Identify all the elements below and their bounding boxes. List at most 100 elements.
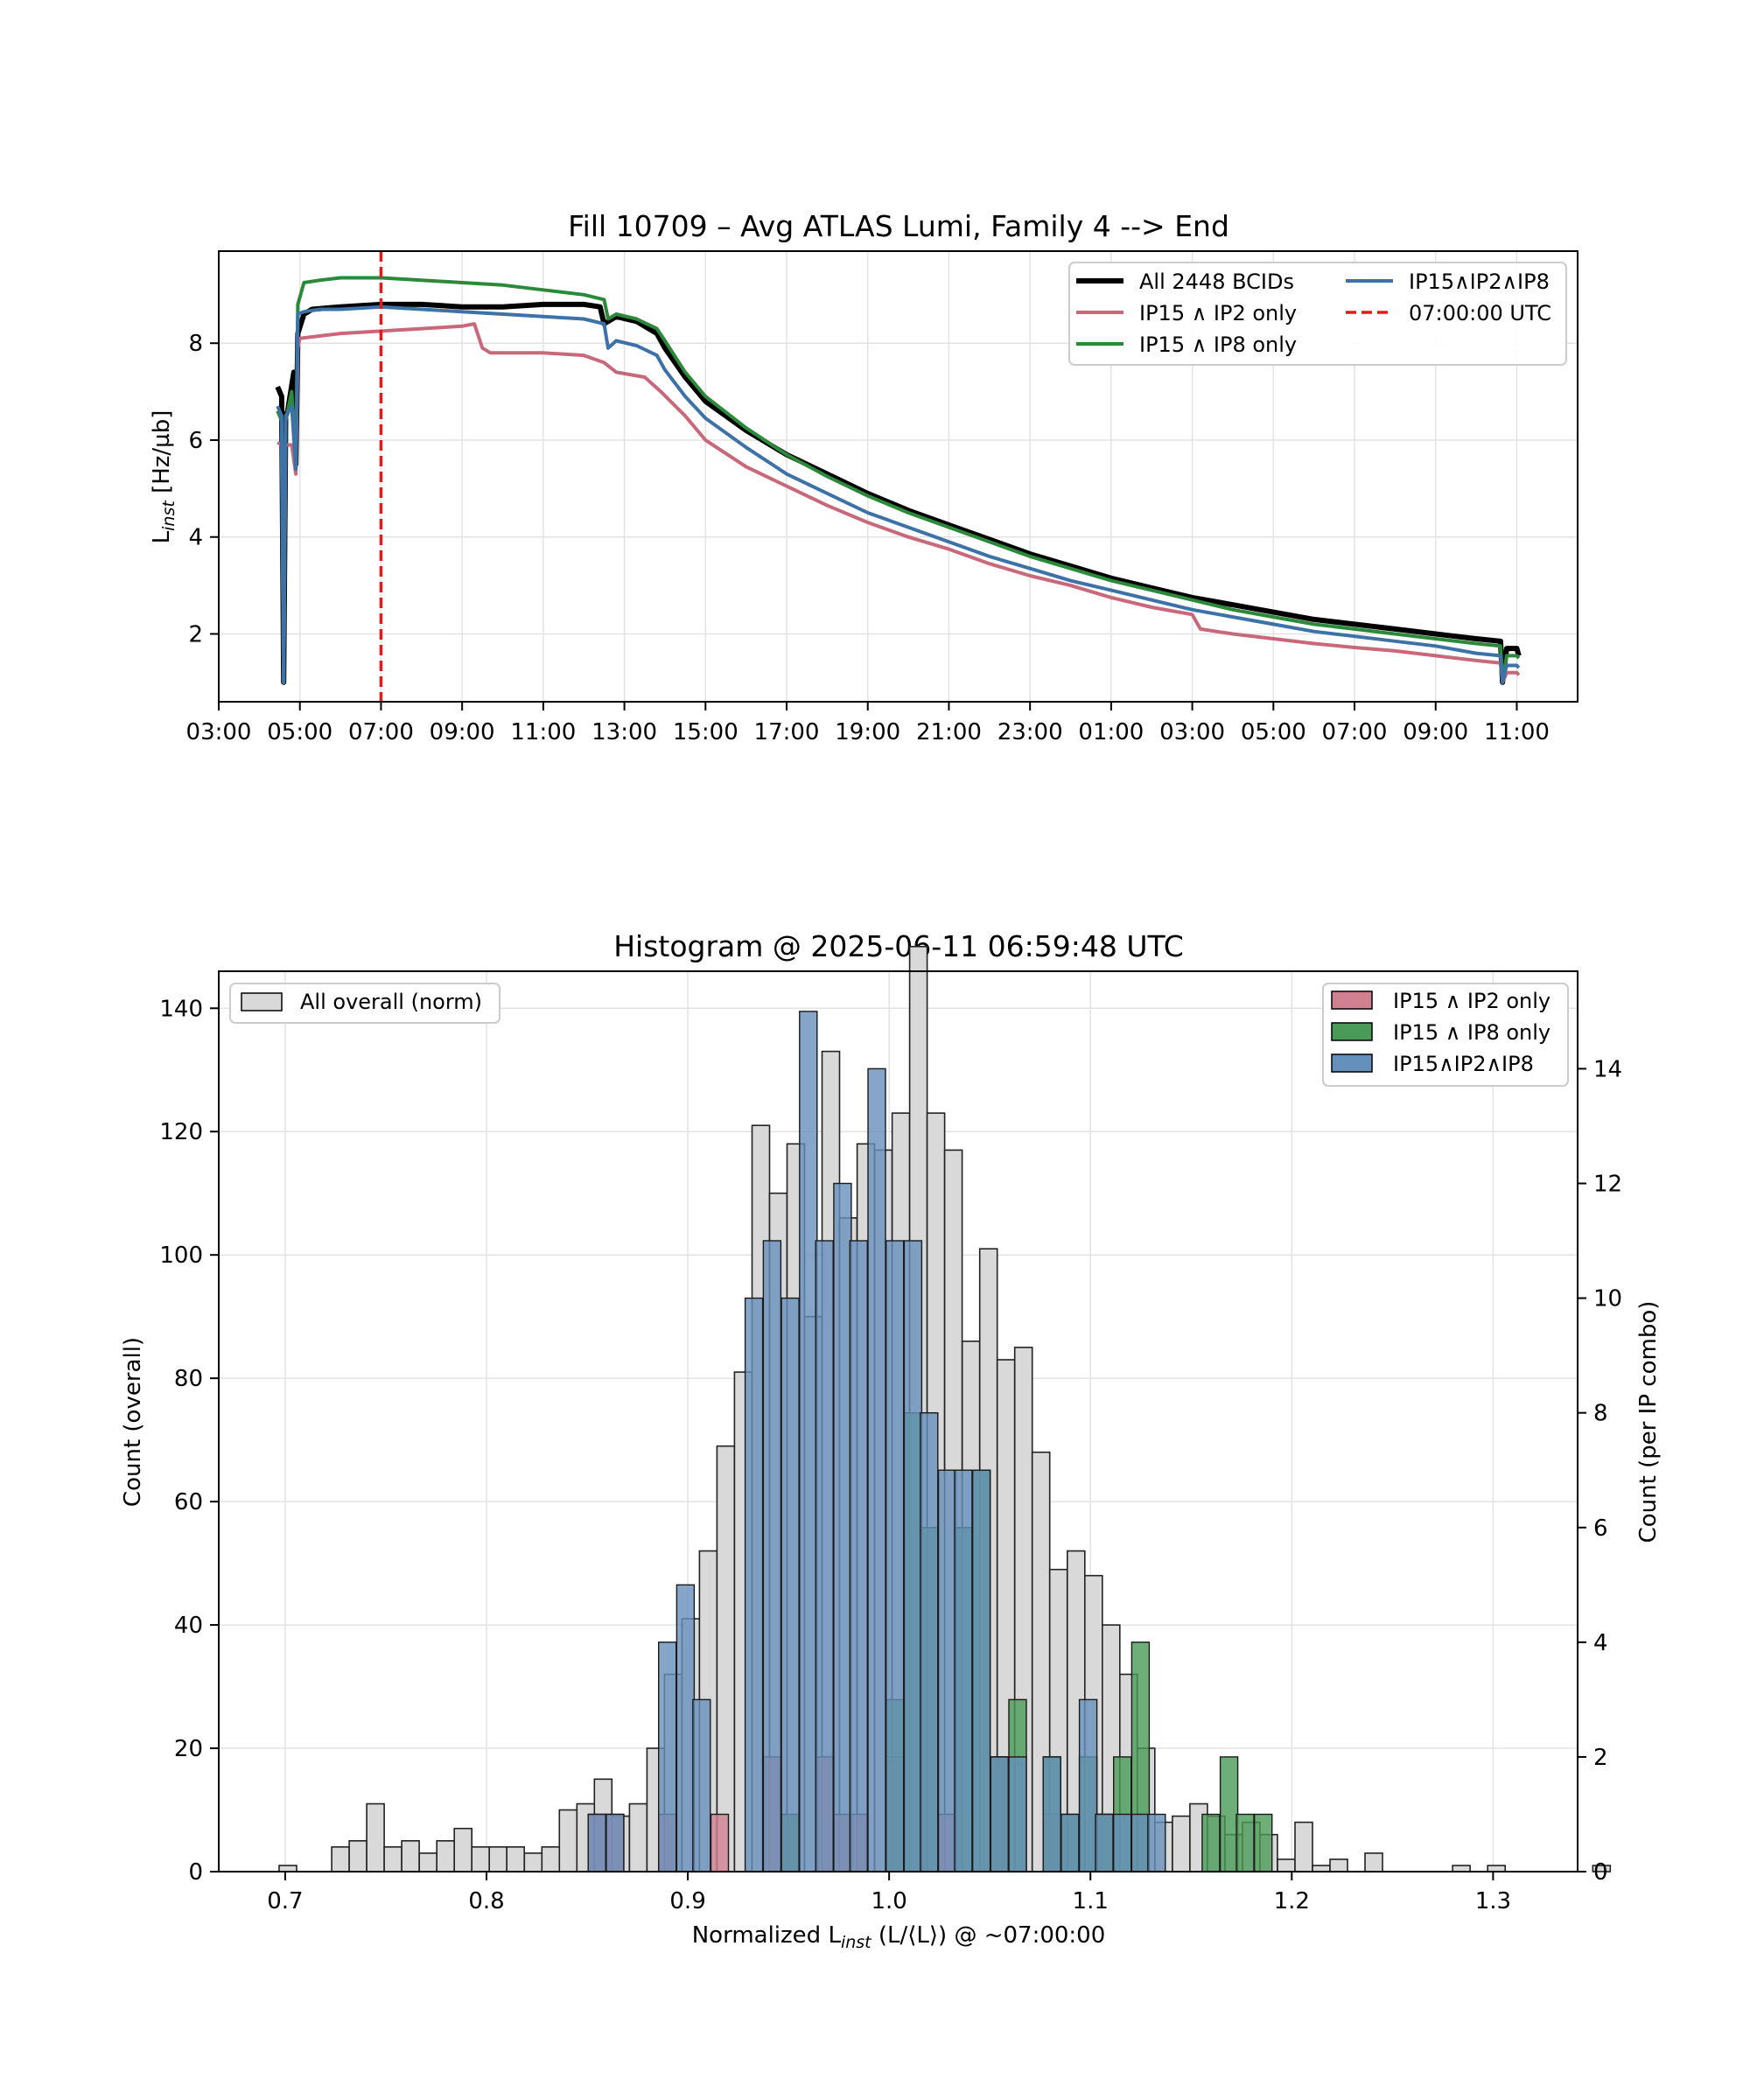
overall-bar xyxy=(436,1840,456,1872)
legend-label-ip15-ip2: IP15 ∧ IP2 only xyxy=(1139,301,1297,326)
combo-bar-ip15-ip2-ip8 xyxy=(849,1240,868,1872)
overall-bar xyxy=(1172,1815,1191,1872)
combo-bar-ip15-ip2-ip8 xyxy=(1095,1813,1114,1872)
bottom-chart-title: Histogram @ 2025-06-11 06:59:48 UTC xyxy=(613,929,1184,963)
top-y-axis-label: Linst [Hz/µb] xyxy=(149,410,178,544)
legend-label-overall: All overall (norm) xyxy=(300,990,482,1014)
top-grid xyxy=(218,251,1578,702)
top-x-tick-label: 07:00 xyxy=(348,719,414,746)
combo-bar-ip15-ip2-ip8 xyxy=(587,1813,606,1872)
bottom-x-axis: 0.7 0.8 0.9 1.0 1.1 1.2 1.3 xyxy=(267,1872,1511,1914)
combo-bar-ip15-ip2-ip8 xyxy=(920,1411,939,1872)
top-chart-title: Fill 10709 – Avg ATLAS Lumi, Family 4 --… xyxy=(568,209,1229,243)
bottom-x-label-post: (L/⟨L⟩) @ ~07:00:00 xyxy=(872,1922,1106,1949)
series-line-ip15-ip2-only xyxy=(276,322,1521,684)
top-plot-frame xyxy=(218,250,1578,703)
overall-bar xyxy=(1364,1852,1383,1872)
combo-bar-ip15-ip2-ip8 xyxy=(606,1813,625,1872)
top-y-tick-label: 4 xyxy=(188,525,203,551)
combo-bar-ip15-ip2-only xyxy=(710,1813,730,1872)
overall-bar xyxy=(401,1840,420,1872)
top-x-tick-label: 11:00 xyxy=(1484,719,1550,746)
combo-bar-ip15-ip2-ip8 xyxy=(937,1469,957,1872)
bottom-right-y-axis: 0 2 4 6 8 10 12 14 xyxy=(1578,1056,1622,1886)
overall-bar xyxy=(506,1846,526,1872)
top-legend-frame xyxy=(1068,262,1567,366)
overall-bar xyxy=(523,1852,543,1872)
combo-bar-ip15-ip2-ip8 xyxy=(1112,1813,1132,1872)
combo-bar-ip15-ip2-ip8 xyxy=(971,1469,991,1872)
bottom-left-y-tick-label: 20 xyxy=(174,1736,203,1762)
combo-bar-ip15-ip2-ip8 xyxy=(692,1698,711,1872)
bottom-left-y-tick-label: 120 xyxy=(159,1119,203,1145)
top-y-tick-label: 8 xyxy=(188,331,203,357)
combo-bar-ip15-ip2-ip8 xyxy=(676,1584,696,1872)
top-x-tick-label: 05:00 xyxy=(267,719,332,746)
combo-bar-ip15-ip8-only xyxy=(1201,1813,1221,1872)
bottom-x-tick-label: 0.8 xyxy=(468,1888,504,1914)
overall-bar xyxy=(471,1846,491,1872)
bottom-left-y-tick-label: 140 xyxy=(159,996,203,1022)
combo-bar-ip15-ip8-only xyxy=(1253,1813,1273,1872)
overall-bar xyxy=(541,1846,561,1872)
bottom-left-y-tick-label: 0 xyxy=(188,1859,203,1886)
overall-bar xyxy=(383,1846,402,1872)
bottom-left-y-tick-label: 40 xyxy=(174,1613,203,1639)
overall-bar xyxy=(278,1865,298,1872)
overall-bar xyxy=(558,1809,578,1872)
legend-label-combo-ip15-ip8: IP15 ∧ IP8 only xyxy=(1393,1020,1550,1045)
combo-bar-ip15-ip2-ip8 xyxy=(762,1240,782,1872)
overall-bar xyxy=(1592,1865,1612,1872)
legend-label-all-bcids: All 2448 BCIDs xyxy=(1139,270,1294,294)
top-x-tick-label: 21:00 xyxy=(916,719,982,746)
overall-bar xyxy=(488,1846,508,1872)
combo-bar-ip15-ip2-ip8 xyxy=(954,1469,973,1872)
top-x-tick-label: 15:00 xyxy=(673,719,738,746)
overall-bar xyxy=(348,1840,368,1872)
bottom-x-tick-label: 1.3 xyxy=(1475,1888,1511,1914)
overall-bar xyxy=(628,1802,648,1872)
overall-bar xyxy=(418,1852,438,1872)
top-x-tick-label: 03:00 xyxy=(1159,719,1225,746)
bottom-right-y-tick-label: 6 xyxy=(1593,1516,1608,1542)
bottom-right-y-tick-label: 10 xyxy=(1593,1286,1622,1312)
legend-swatch-overall xyxy=(241,992,283,1012)
bottom-x-tick-label: 1.2 xyxy=(1274,1888,1310,1914)
legend-label-ip15-ip8: IP15 ∧ IP8 only xyxy=(1139,332,1297,357)
bottom-x-tick-label: 1.1 xyxy=(1073,1888,1109,1914)
top-y-label-unit: [Hz/µb] xyxy=(149,410,175,501)
top-x-tick-label: 17:00 xyxy=(754,719,820,746)
legend-swatch-combo-ip15-ip8 xyxy=(1331,1022,1373,1041)
top-legend: All 2448 BCIDs IP15 ∧ IP2 only IP15 ∧ IP… xyxy=(1068,262,1567,366)
bottom-x-tick-label: 0.7 xyxy=(267,1888,303,1914)
bottom-right-y-tick-label: 8 xyxy=(1593,1401,1608,1427)
bottom-right-y-tick-label: 4 xyxy=(1593,1630,1608,1656)
top-x-tick-label: 11:00 xyxy=(510,719,576,746)
overall-bar xyxy=(1294,1821,1313,1872)
bottom-plot-frame xyxy=(218,970,1578,1872)
combo-bar-ip15-ip2-ip8 xyxy=(780,1297,800,1872)
top-x-tick-label: 23:00 xyxy=(998,719,1063,746)
combo-bar-ip15-ip8-only xyxy=(1219,1756,1239,1872)
top-x-tick-label: 09:00 xyxy=(1403,719,1468,746)
top-y-tick-label: 2 xyxy=(188,621,203,648)
top-x-tick-label: 05:00 xyxy=(1241,719,1306,746)
legend-label-vline: 07:00:00 UTC xyxy=(1409,301,1551,326)
combo-bar-ip15-ip2-ip8 xyxy=(799,1011,818,1872)
combo-bar-ip15-ip2-ip8 xyxy=(886,1240,905,1872)
combo-bar-ip15-ip2-ip8 xyxy=(1078,1698,1098,1872)
bottom-chart: Histogram @ 2025-06-11 06:59:48 UTC 0.7 0… xyxy=(120,929,1662,1952)
top-chart: Fill 10709 – Avg ATLAS Lumi, Family 4 --… xyxy=(149,209,1578,746)
legend-label-ip15-ip2-ip8: IP15∧IP2∧IP8 xyxy=(1409,270,1550,294)
bottom-x-axis-label: Normalized Linst (L/⟨L⟩) @ ~07:00:00 xyxy=(692,1922,1106,1952)
combo-bar-ip15-ip2-ip8 xyxy=(658,1642,677,1872)
bottom-right-y-axis-label: Count (per IP combo) xyxy=(1635,1301,1662,1544)
overall-bar xyxy=(1452,1865,1471,1872)
combo-bar-ip15-ip2-ip8 xyxy=(833,1182,852,1872)
combo-bar-ip15-ip2-ip8 xyxy=(815,1240,834,1872)
overall-bar xyxy=(453,1827,473,1872)
top-y-label-main: L xyxy=(149,530,175,543)
top-x-tick-label: 07:00 xyxy=(1322,719,1388,746)
legend-swatch-combo-ip15-ip2 xyxy=(1331,990,1373,1010)
combo-bar-ip15-ip2-ip8 xyxy=(1147,1813,1166,1872)
